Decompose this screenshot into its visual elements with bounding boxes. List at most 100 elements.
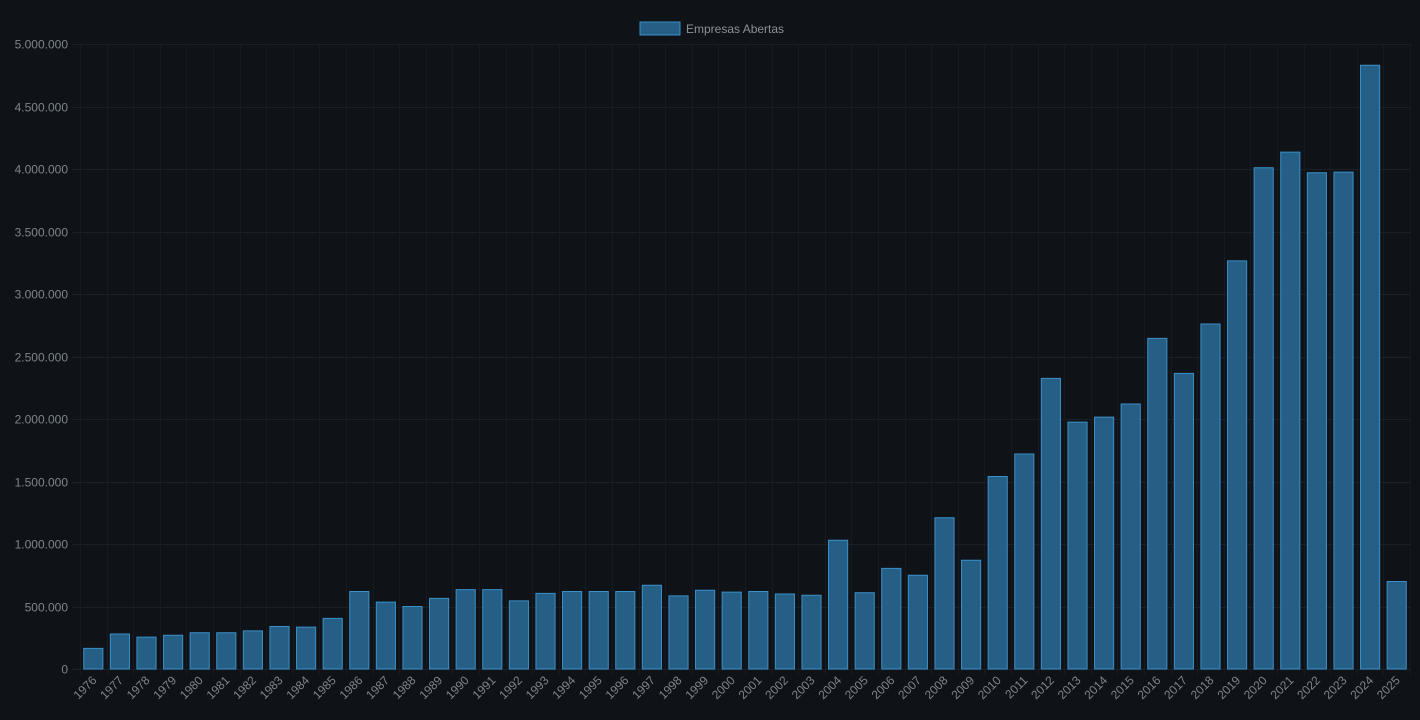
x-tick-label: 2025 <box>1374 673 1403 702</box>
bar[interactable] <box>83 647 104 670</box>
x-tick-label: 2010 <box>975 673 1004 702</box>
x-tick-label: 1990 <box>443 673 472 702</box>
x-tick-label: 2024 <box>1347 673 1376 702</box>
bar[interactable] <box>961 559 982 670</box>
x-tick-label: 2021 <box>1268 673 1297 702</box>
bar[interactable] <box>1120 403 1141 670</box>
x-tick-label: 2016 <box>1135 673 1164 702</box>
bar[interactable] <box>934 517 955 670</box>
bar[interactable] <box>1280 151 1301 670</box>
bar[interactable] <box>987 476 1008 670</box>
bar[interactable] <box>721 591 742 670</box>
bar[interactable] <box>455 589 476 670</box>
bar[interactable] <box>1360 64 1381 670</box>
legend[interactable]: Empresas Abertas <box>639 21 784 36</box>
x-tick-label: 1984 <box>283 673 312 702</box>
x-tick-label: 1999 <box>682 673 711 702</box>
bar[interactable] <box>1067 421 1088 670</box>
bar[interactable] <box>1147 337 1168 670</box>
x-tick-label: 2017 <box>1161 673 1190 702</box>
y-tick-label: 3.500.000 <box>15 226 69 240</box>
bar[interactable] <box>402 606 423 670</box>
bar[interactable] <box>1014 453 1035 670</box>
bar[interactable] <box>615 591 636 670</box>
bar[interactable] <box>854 592 875 670</box>
x-tick-label: 2006 <box>869 673 898 702</box>
y-tick-label: 2.000.000 <box>15 413 69 427</box>
bar[interactable] <box>535 592 556 670</box>
bar[interactable] <box>189 632 210 670</box>
x-tick-label: 2020 <box>1241 673 1270 702</box>
x-tick-label: 2015 <box>1108 673 1137 702</box>
y-tick-label: 4.000.000 <box>15 163 69 177</box>
x-tick-label: 1980 <box>177 673 206 702</box>
bar[interactable] <box>1200 323 1221 670</box>
x-tick-label: 2001 <box>736 673 765 702</box>
bar[interactable] <box>1227 260 1248 670</box>
x-tick-label: 2002 <box>762 673 791 702</box>
x-tick-label: 2008 <box>922 673 951 702</box>
bar[interactable] <box>1094 416 1115 670</box>
bar[interactable] <box>641 584 662 670</box>
x-tick-label: 1976 <box>71 673 100 702</box>
bar[interactable] <box>1306 172 1327 670</box>
x-tick-label: 2019 <box>1214 673 1243 702</box>
legend-label[interactable]: Empresas Abertas <box>686 22 784 36</box>
x-tick-label: 2007 <box>895 673 924 702</box>
y-tick-label: 0 <box>61 663 68 677</box>
bar[interactable] <box>322 617 343 670</box>
bar[interactable] <box>695 589 716 670</box>
bar[interactable] <box>216 632 237 670</box>
bar[interactable] <box>1173 372 1194 670</box>
bar[interactable] <box>269 626 290 670</box>
x-tick-label: 1982 <box>230 673 259 702</box>
bar[interactable] <box>242 630 263 670</box>
legend-swatch[interactable] <box>639 21 681 36</box>
x-axis: 1976197719781979198019811982198319841985… <box>71 673 1403 702</box>
bar[interactable] <box>668 595 689 670</box>
bar[interactable] <box>136 636 157 670</box>
bar[interactable] <box>349 591 370 670</box>
x-tick-label: 1979 <box>150 673 179 702</box>
x-tick-label: 2023 <box>1321 673 1350 702</box>
bar[interactable] <box>296 626 317 670</box>
x-tick-label: 1978 <box>124 673 153 702</box>
x-tick-label: 2012 <box>1028 673 1057 702</box>
bar[interactable] <box>748 591 769 670</box>
y-tick-label: 2.500.000 <box>15 351 69 365</box>
x-tick-label: 1996 <box>603 673 632 702</box>
bar[interactable] <box>429 597 450 670</box>
bar[interactable] <box>907 574 928 670</box>
x-tick-label: 1997 <box>629 673 658 702</box>
bar[interactable] <box>375 601 396 670</box>
bar[interactable] <box>482 589 503 670</box>
x-tick-label: 1998 <box>656 673 685 702</box>
y-tick-label: 5.000.000 <box>15 38 69 52</box>
bar[interactable] <box>774 593 795 670</box>
y-axis: 0 500.000 1.000.000 1.500.000 2.000.000 2.500… <box>15 38 69 677</box>
x-tick-label: 2009 <box>948 673 977 702</box>
bar[interactable] <box>109 633 130 670</box>
bar[interactable] <box>1386 581 1407 670</box>
bar[interactable] <box>163 634 184 670</box>
x-tick-label: 1991 <box>470 673 499 702</box>
x-tick-label: 1987 <box>363 673 392 702</box>
bar[interactable] <box>1333 171 1354 670</box>
bar[interactable] <box>828 539 849 670</box>
x-tick-label: 2005 <box>842 673 871 702</box>
bar[interactable] <box>562 591 583 670</box>
bar[interactable] <box>1253 167 1274 670</box>
x-tick-label: 2004 <box>815 673 844 702</box>
bar[interactable] <box>1040 377 1061 670</box>
bar[interactable] <box>508 600 529 670</box>
x-tick-label: 2011 <box>1002 673 1030 701</box>
x-tick-label: 1985 <box>310 673 339 702</box>
x-tick-label: 2003 <box>789 673 818 702</box>
bar[interactable] <box>801 594 822 670</box>
bar[interactable] <box>588 591 609 670</box>
x-tick-label: 2014 <box>1081 673 1110 702</box>
x-tick-label: 2000 <box>709 673 738 702</box>
y-tick-label: 1.500.000 <box>15 476 69 490</box>
bar[interactable] <box>881 567 902 670</box>
